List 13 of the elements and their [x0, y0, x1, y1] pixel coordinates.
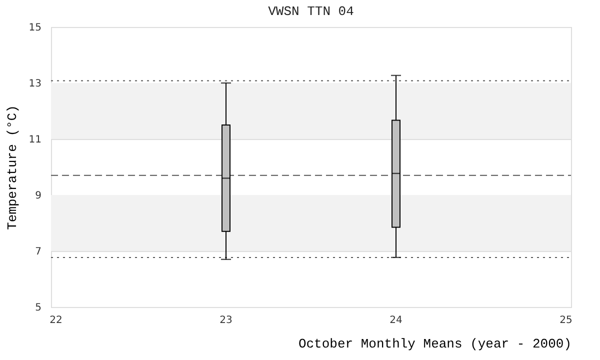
y-tick-label: 5	[35, 302, 42, 314]
x-axis-title: October Monthly Means (year - 2000)	[298, 336, 572, 352]
x-tick-label: 23	[220, 315, 232, 326]
y-tick-label: 9	[35, 190, 42, 202]
x-tick-label: 22	[50, 315, 62, 326]
y-tick-label: 11	[28, 134, 42, 146]
y-tick-label: 7	[35, 246, 42, 258]
x-tick-label: 25	[560, 315, 572, 326]
y-axis-title: Temperature (°C)	[4, 105, 20, 230]
y-tick-label: 15	[28, 22, 42, 34]
chart-title: VWSN TTN 04	[268, 4, 354, 19]
x-tick-label: 24	[390, 315, 402, 326]
y-tick-label: 13	[28, 78, 42, 90]
